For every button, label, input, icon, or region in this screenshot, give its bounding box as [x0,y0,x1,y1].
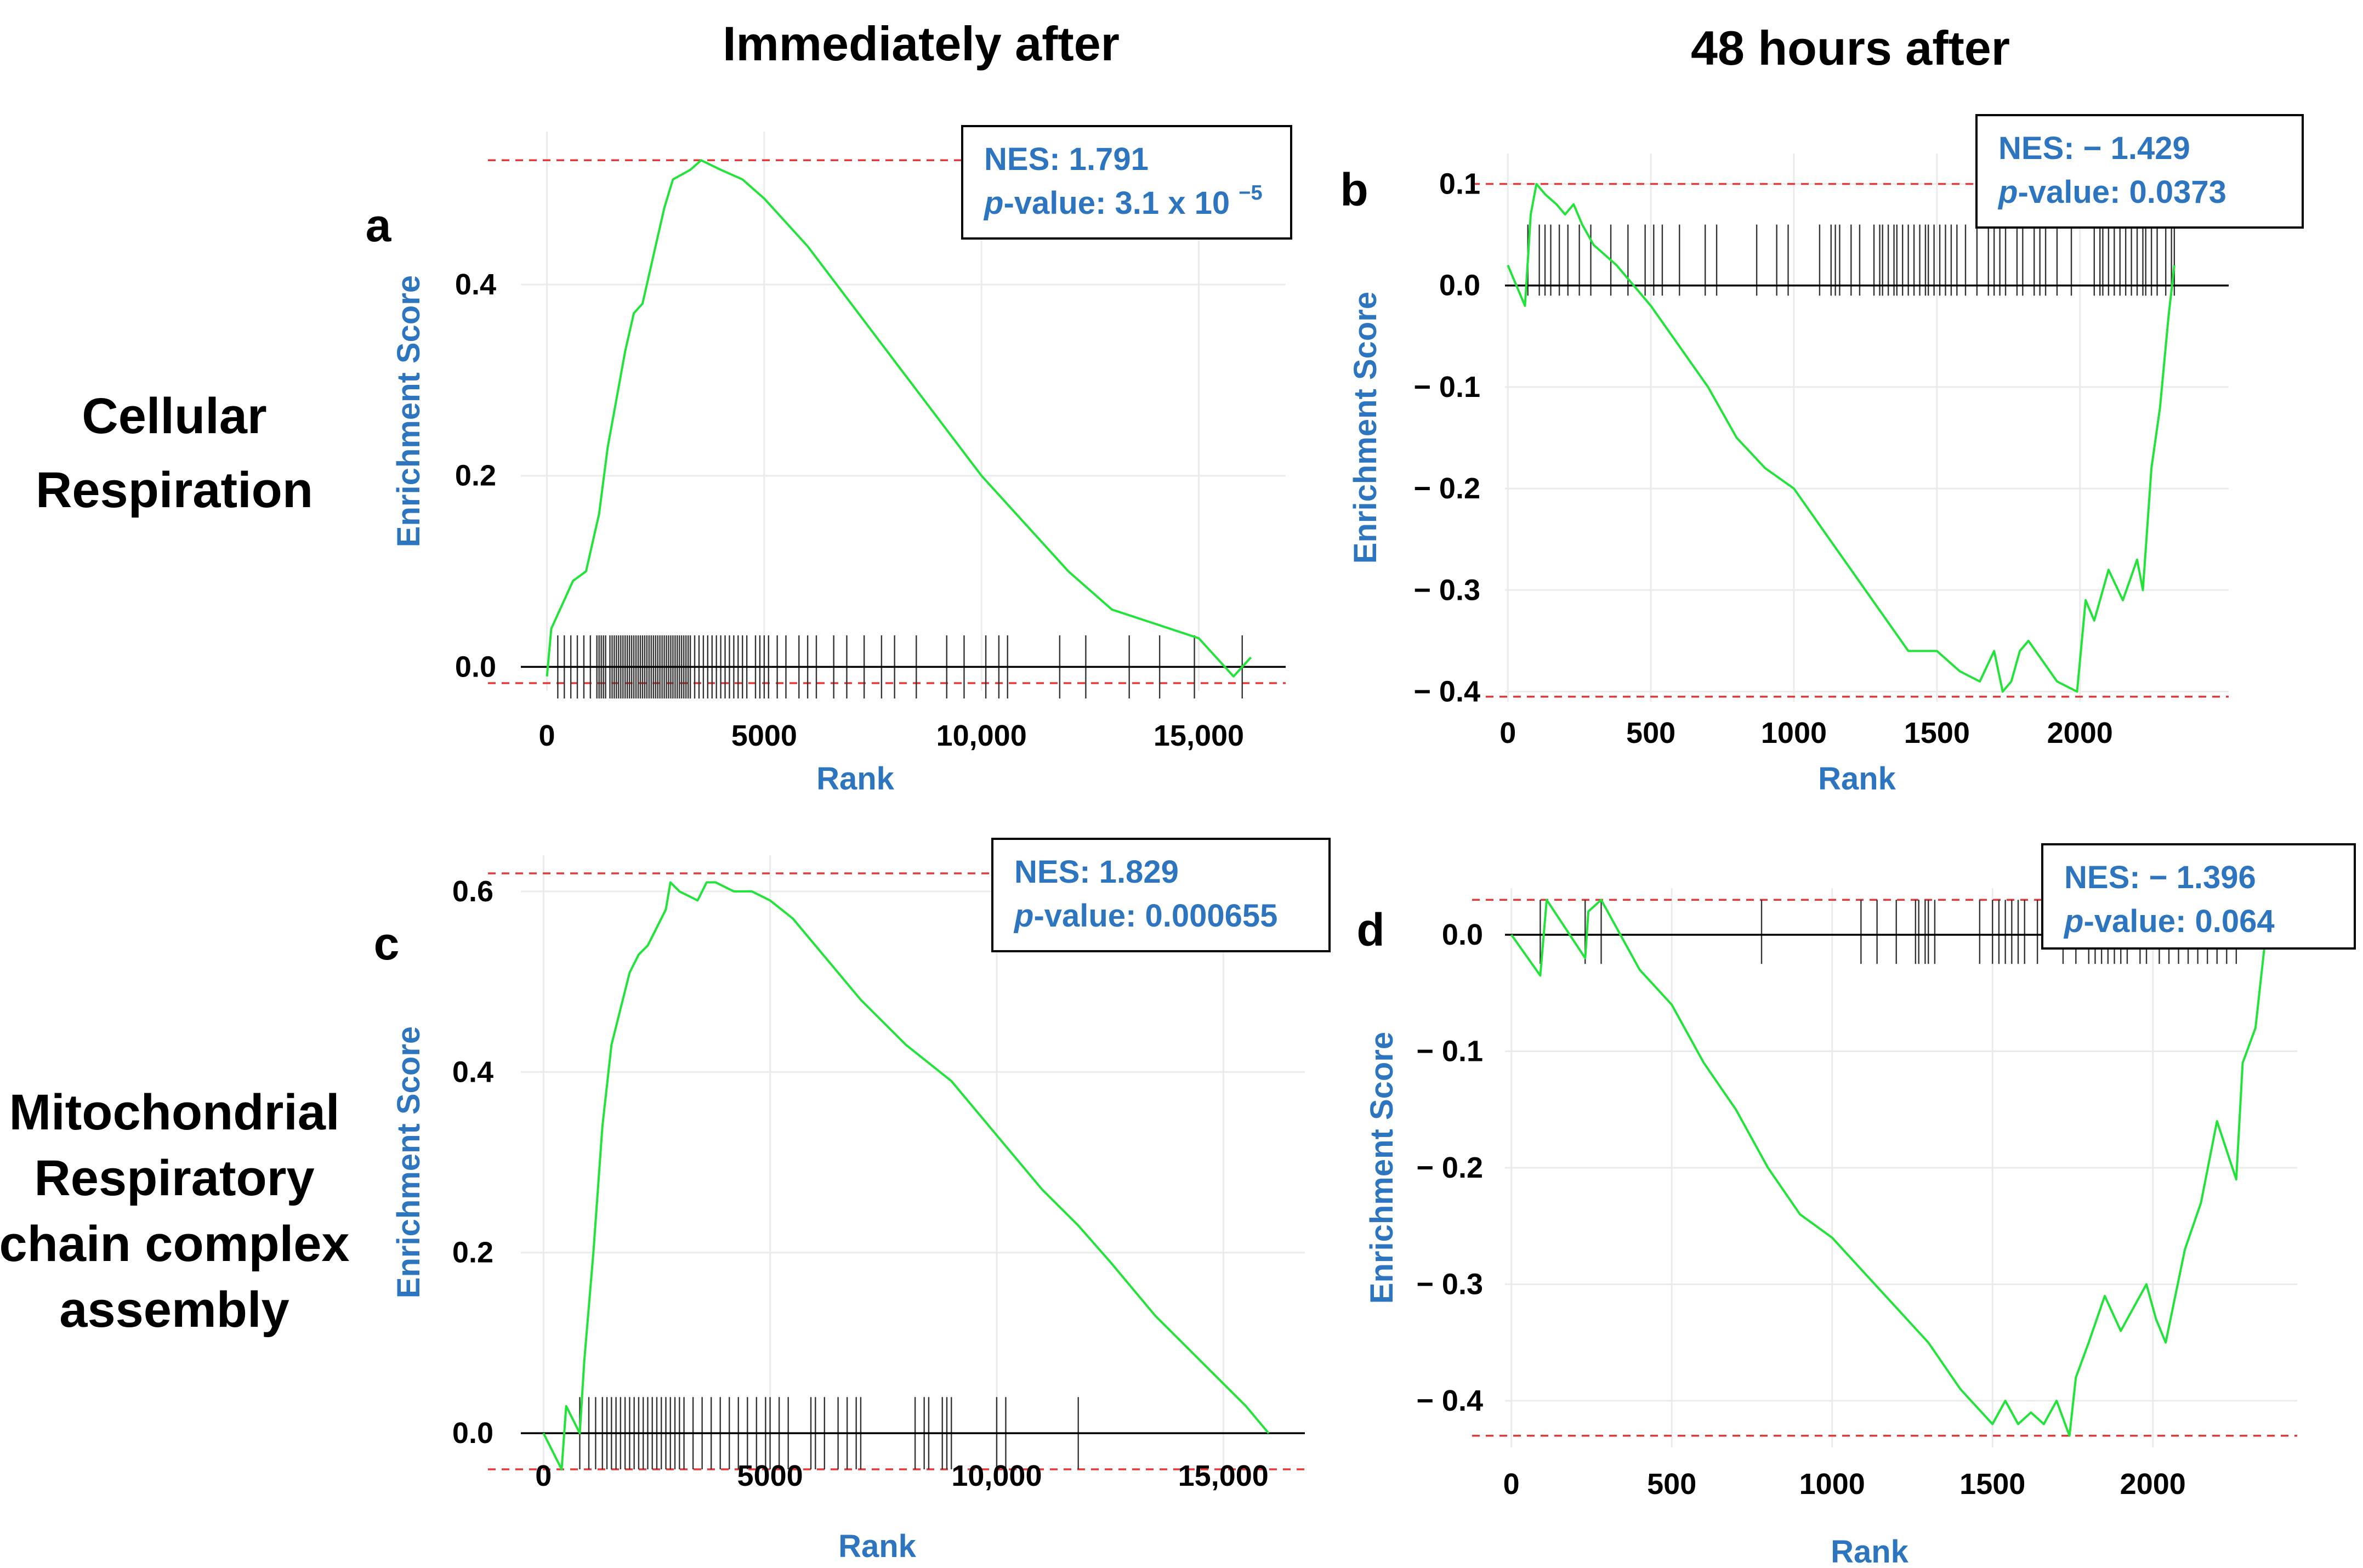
x-tick-label: 15,000 [1178,1459,1269,1492]
x-tick-label: 1000 [1761,717,1827,749]
x-tick-label: 0 [1503,1468,1520,1501]
row-label-line: assembly [59,1282,289,1338]
y-tick-label: − 0.2 [1413,472,1480,505]
y-tick-label: − 0.3 [1413,573,1480,606]
x-tick-label: 2000 [2047,717,2113,749]
x-axis-label: Rank [838,1529,917,1564]
panel-letter: a [366,200,392,251]
row-label-line: Mitochondrial [9,1084,339,1140]
y-axis-label: Enrichment Score [391,275,427,547]
y-tick-label: 0.4 [455,268,496,301]
p-value-text: p-value: 0.0373 [1997,174,2226,210]
row-label-line: Cellular [82,388,266,444]
enrichment-score-line [542,881,1270,1470]
nes-text: NES: − 1.429 [1998,130,2190,166]
row-label-line: Respiration [36,462,313,518]
y-tick-label: 0.6 [452,875,493,908]
y-tick-label: 0.0 [1439,269,1480,302]
column-header-immediate: Immediately after [723,16,1120,71]
p-italic: p [1013,898,1033,934]
y-tick-label: − 0.4 [1413,675,1480,708]
enrichment-score-line [1507,183,2175,693]
y-tick-label: − 0.3 [1416,1268,1483,1301]
x-axis-label: Rank [1818,761,1896,797]
panel-letter: b [1340,164,1368,215]
panel-letter: c [374,918,400,969]
y-axis-label: Enrichment Score [391,1026,427,1298]
p-value-text: p-value: 0.000655 [1013,898,1277,934]
p-value: -value: 0.000655 [1033,898,1277,934]
p-value: -value: 0.0373 [2018,174,2226,210]
y-tick-label: − 0.1 [1413,371,1480,404]
x-tick-label: 5000 [737,1459,803,1492]
y-tick-label: 0.1 [1439,168,1480,201]
p-value-text: p-value: 0.064 [2063,904,2275,939]
x-axis-label: Rank [1831,1534,1909,1568]
x-tick-label: 1500 [1959,1468,2025,1501]
y-tick-label: 0.0 [1442,918,1483,951]
y-tick-label: 0.2 [452,1236,493,1269]
column-header-48h: 48 hours after [1691,21,2010,75]
nes-text: NES: 1.791 [984,141,1149,177]
p-italic: p [2063,904,2083,939]
x-tick-label: 1500 [1904,717,1970,749]
p-italic: p [983,185,1003,221]
y-axis-label: Enrichment Score [1364,1032,1400,1304]
y-tick-label: 0.2 [455,459,496,492]
x-tick-label: 10,000 [936,719,1027,752]
x-tick-label: 0 [535,1459,552,1492]
stats-box [991,838,1331,952]
x-axis-label: Rank [816,761,895,797]
y-axis-label: Enrichment Score [1348,292,1383,564]
p-italic: p [1997,174,2018,210]
p-exponent: −5 [1239,181,1262,204]
stats-box [2041,843,2356,950]
stats-box [1975,114,2304,229]
x-tick-label: 10,000 [951,1459,1042,1492]
p-value: -value: 3.1 x 10 [1003,185,1239,221]
y-tick-label: − 0.4 [1416,1384,1483,1417]
stats-box [961,125,1292,240]
x-tick-label: 0 [1499,717,1516,749]
row-label-line: chain complex [0,1216,350,1272]
y-tick-label: 0.0 [455,650,496,683]
x-tick-label: 15,000 [1154,719,1244,752]
nes-text: NES: 1.829 [1014,854,1179,890]
panel-letter: d [1356,904,1384,956]
y-tick-label: 0.0 [452,1417,493,1450]
panel-c: 0 5000 10,000 15,000 0.0 0.2 0.4 0.6 Rank Enrichm… [374,838,1331,1564]
nes-text: NES: − 1.396 [2064,860,2256,895]
p-value-text: p-value: 3.1 x 10 −5 [983,181,1263,221]
y-tick-label: 0.4 [452,1055,493,1088]
x-tick-label: 500 [1626,717,1675,749]
panel-a: 0 5000 10,000 15,000 0.0 0.2 0.4 Rank Enrichment… [366,125,1292,797]
panel-d: 0 500 1000 1500 2000 0.0 − 0.1 − 0.2 − 0.3 − 0.4 R… [1356,843,2356,1568]
x-tick-label: 0 [539,719,555,752]
enrichment-score-line [546,159,1252,678]
row-label-line: Respiratory [34,1150,314,1206]
x-tick-label: 5000 [731,719,797,752]
x-tick-label: 500 [1647,1468,1696,1501]
p-value: -value: 0.064 [2083,904,2274,939]
enrichment-score-line [1510,899,2267,1437]
x-tick-label: 1000 [1799,1468,1865,1501]
panel-b: 0 500 1000 1500 2000 0.1 0.0 − 0.1 − 0.2 − 0.3 − 0… [1340,114,2304,797]
x-tick-label: 2000 [2120,1468,2186,1501]
y-tick-label: − 0.2 [1416,1151,1483,1184]
y-tick-label: − 0.1 [1416,1035,1483,1068]
